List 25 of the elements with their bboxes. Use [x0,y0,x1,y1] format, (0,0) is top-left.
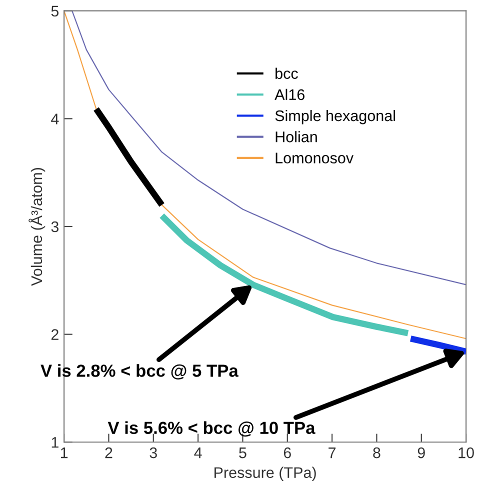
x-tick-label: 6 [284,447,291,458]
x-tick-label: 8 [373,447,380,458]
line-series [72,10,466,286]
x-tick-label: 9 [418,447,425,458]
y-tick-label: 4 [51,114,59,124]
x-tick-label: 7 [328,448,336,458]
x-tick-label: 1 [60,448,68,458]
y-tick-label: 3 [51,221,59,232]
legend-label: Lomonosov [276,152,354,164]
y-tick-label: 2 [51,329,58,340]
y-axis-title: Volume (Å³/atom) [28,168,46,286]
legend-label: Al16 [274,88,304,100]
legend-label: Holian [276,131,317,142]
x-tick-label: 2 [105,447,112,458]
y-tick-label: 1 [52,437,58,448]
annotation: V is 5.6% < bcc @ 10 TPa [108,421,316,437]
legend-label: Simple hexagonal [275,110,396,124]
annotation: V is 2.8% < bcc @ 5 TPa [40,364,238,380]
x-tick-label: 10 [458,447,474,458]
y-tick-label: 5 [51,6,59,17]
x-tick-label: 3 [150,447,157,458]
x-tick-label: 4 [194,448,202,458]
legend-label: bcc [276,68,298,79]
x-tick-label: 5 [239,448,246,458]
x-axis-title: Pressure (TPa) [214,466,316,482]
